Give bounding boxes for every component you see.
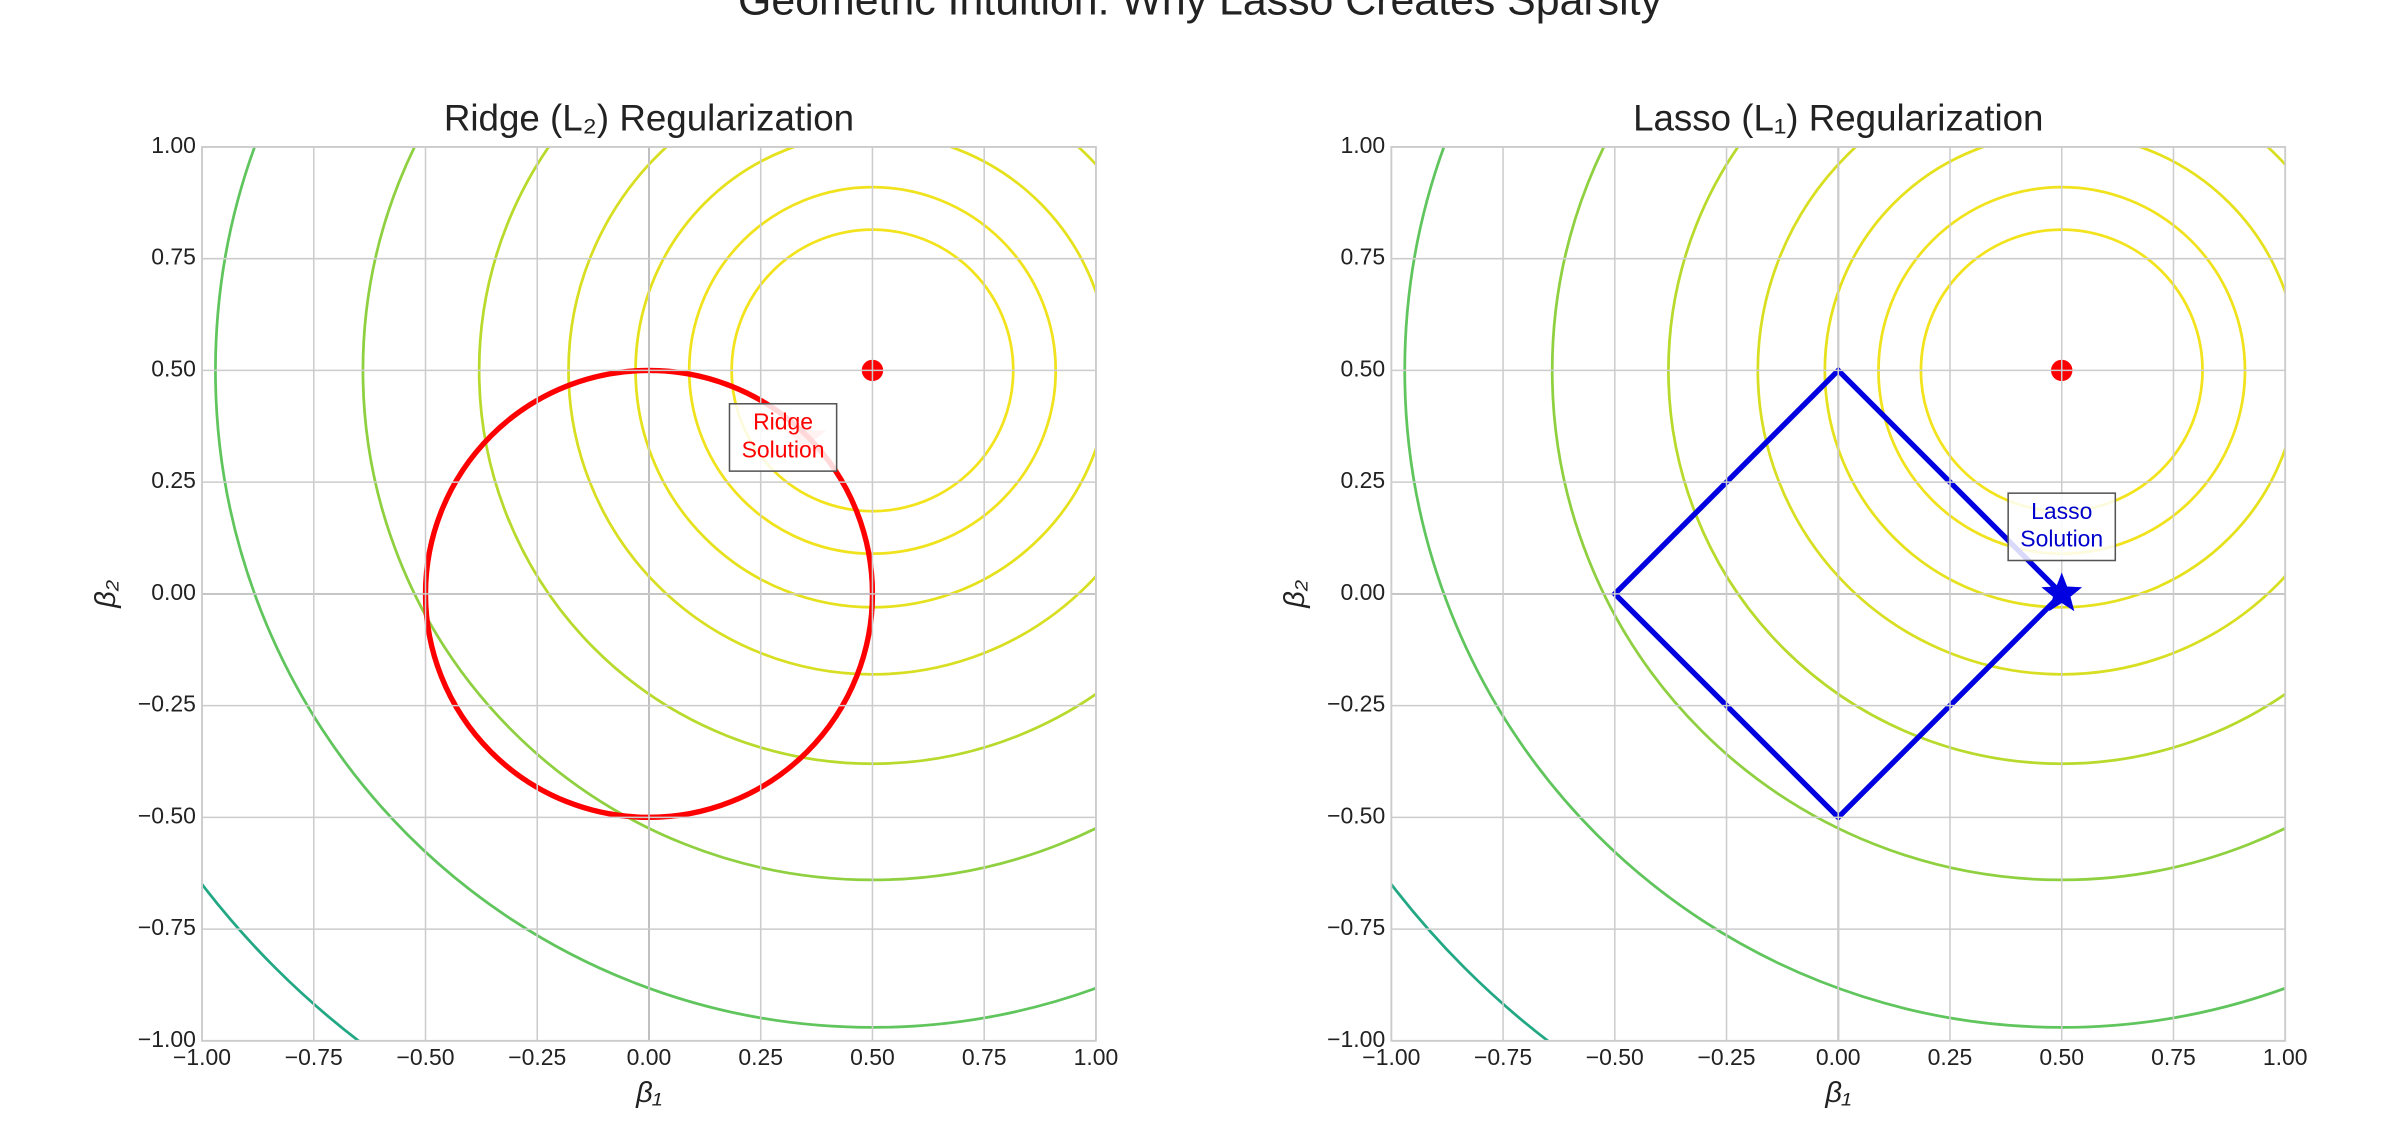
y-tick-label: −0.25 xyxy=(138,691,196,717)
x-tick-label: −0.75 xyxy=(285,1044,343,1070)
spine xyxy=(201,146,1097,1042)
y-tick-label: 0.50 xyxy=(1341,355,1386,381)
axes-title: Lasso (L₁) Regularization xyxy=(1633,98,2043,139)
axes: −1.00 −0.75 −0.50 −0.25 0.00 0.25 0.50 0.75 1.00… xyxy=(1279,98,2308,1109)
x-tick-label: 1.00 xyxy=(2263,1044,2308,1070)
annotation-text: Solution xyxy=(742,436,825,462)
x-tick-label: 0.50 xyxy=(850,1044,895,1070)
axes: −1.00 −0.75 −0.50 −0.25 0.00 0.25 0.50 0.75 1.00… xyxy=(90,98,1119,1109)
annotation-text: Ridge xyxy=(753,409,813,435)
x-tick-label: 0.00 xyxy=(1816,1044,1861,1070)
y-tick-label: 0.00 xyxy=(1341,579,1386,605)
annotation-text: Lasso xyxy=(2031,498,2092,524)
figure-title: Geometric Intuition: Why Lasso Creates S… xyxy=(738,0,1662,24)
x-tick-label: 0.75 xyxy=(2151,1044,2196,1070)
x-tick-label: 0.00 xyxy=(627,1044,672,1070)
y-tick-label: −0.75 xyxy=(1327,914,1385,940)
plot-area xyxy=(1391,146,2286,1041)
annotation-box xyxy=(728,403,838,472)
y-tick-label: −0.75 xyxy=(138,914,196,940)
y-tick-label: 1.00 xyxy=(1341,132,1386,158)
y-tick-label: 0.00 xyxy=(151,579,196,605)
x-tick-label: 1.00 xyxy=(1074,1044,1119,1070)
y-axis-label: β₂ xyxy=(1279,580,1311,609)
loss-contour xyxy=(1391,881,1551,1041)
spine xyxy=(1390,146,2287,1042)
y-tick-label: −1.00 xyxy=(1327,1026,1385,1052)
x-tick-label: −0.50 xyxy=(1586,1044,1644,1070)
y-axis-label: β₂ xyxy=(90,580,122,609)
x-tick-label: −0.75 xyxy=(1474,1044,1532,1070)
y-tick-label: 0.75 xyxy=(151,244,196,270)
y-tick-label: −0.50 xyxy=(138,802,196,828)
annotation-box xyxy=(2007,492,2117,562)
axes-title: Ridge (L₂) Regularization xyxy=(444,98,854,139)
y-tick-label: 1.00 xyxy=(151,132,196,158)
x-tick-label: 0.25 xyxy=(1928,1044,1973,1070)
x-tick-label: 0.25 xyxy=(738,1044,783,1070)
x-tick-label: −0.25 xyxy=(1698,1044,1756,1070)
y-tick-label: 0.25 xyxy=(151,467,196,493)
y-tick-label: −0.25 xyxy=(1327,691,1385,717)
x-tick-label: 0.75 xyxy=(962,1044,1007,1070)
x-tick-label: −1.00 xyxy=(1362,1044,1420,1070)
y-tick-label: −1.00 xyxy=(138,1026,196,1052)
x-tick-label: −1.00 xyxy=(173,1044,231,1070)
x-tick-label: −0.25 xyxy=(508,1044,566,1070)
y-tick-label: 0.25 xyxy=(1341,467,1386,493)
y-tick-label: −0.50 xyxy=(1327,802,1385,828)
x-tick-label: −0.50 xyxy=(396,1044,454,1070)
x-axis-label: β₁ xyxy=(1824,1077,1851,1109)
solution-star xyxy=(2041,572,2083,612)
y-tick-label: 0.50 xyxy=(151,355,196,381)
x-tick-label: 0.50 xyxy=(2039,1044,2084,1070)
x-axis-label: β₁ xyxy=(635,1077,662,1109)
y-tick-label: 0.75 xyxy=(1341,244,1386,270)
annotation-text: Solution xyxy=(2020,526,2103,552)
